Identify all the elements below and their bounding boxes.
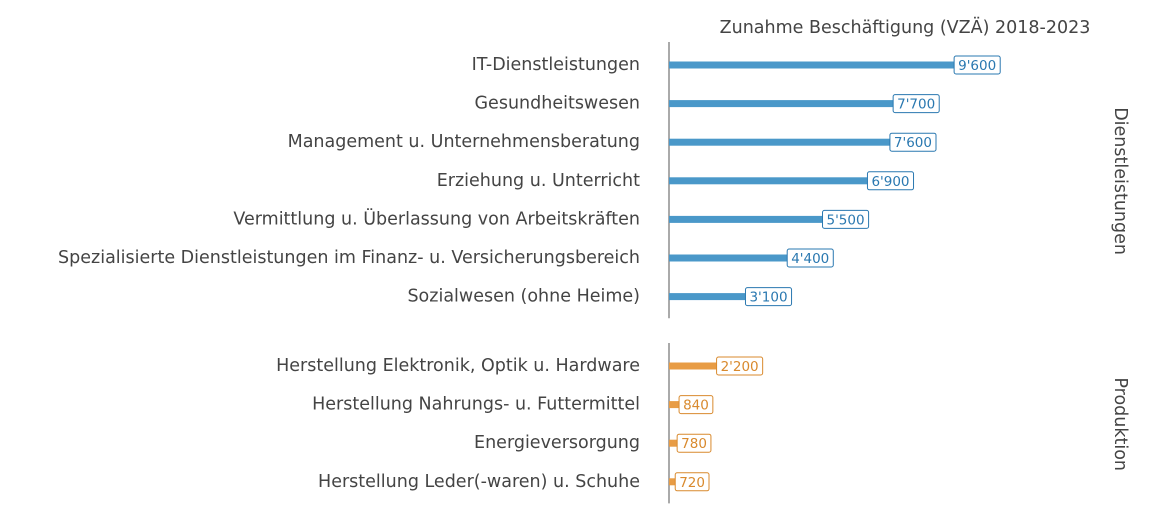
value-label-box [866,171,915,191]
category-label: Erziehung u. Unterricht [437,171,640,191]
value-label: 7'700 [897,97,935,113]
bar [669,362,740,370]
bar [669,215,846,223]
value-label-box [716,356,764,376]
value-label-box [892,94,940,114]
category-label: Gesundheitswesen [475,94,641,114]
bar [669,61,978,69]
value-label: 4'400 [791,251,829,267]
value-label-box [953,55,1001,75]
value-label-box [786,248,834,268]
value-label-box [822,209,870,229]
value-label-box [744,287,793,307]
chart-title: Zunahme Beschäftigung (VZÄ) 2018-2023 [720,17,1091,38]
category-label: Herstellung Leder(-waren) u. Schuhe [318,472,640,492]
value-label: 840 [683,398,709,414]
value-label: 780 [681,436,707,452]
category-label: Sozialwesen (ohne Heime) [407,287,640,307]
category-label: Herstellung Elektronik, Optik u. Hardwar… [276,356,640,376]
category-label: Management u. Unternehmensberatung [288,132,640,152]
category-label: Energieversorgung [474,433,640,453]
bar [669,254,811,262]
value-label: 3'100 [749,290,787,306]
value-label-box [889,132,937,152]
value-label: 2'200 [721,359,759,375]
value-label: 720 [679,475,705,491]
category-label: IT-Dienstleistungen [472,55,640,75]
panel-label: Produktion [1110,377,1130,471]
category-label: Spezialisierte Dienstleistungen im Finan… [58,248,640,268]
bar [669,293,769,301]
panel-label: Dienstleistungen [1110,107,1130,255]
value-label: 6'900 [871,174,909,190]
bar [669,138,913,146]
value-label: 5'500 [827,212,865,228]
value-label-box [678,395,714,415]
value-label-box [676,433,712,453]
bar [669,177,891,185]
category-label: Vermittlung u. Überlassung von Arbeitskr… [233,207,640,229]
bar [669,100,917,108]
value-label-box [674,472,710,492]
category-label: Herstellung Nahrungs- u. Futtermittel [312,395,640,415]
value-label: 9'600 [958,58,996,74]
value-label: 7'600 [894,135,932,151]
